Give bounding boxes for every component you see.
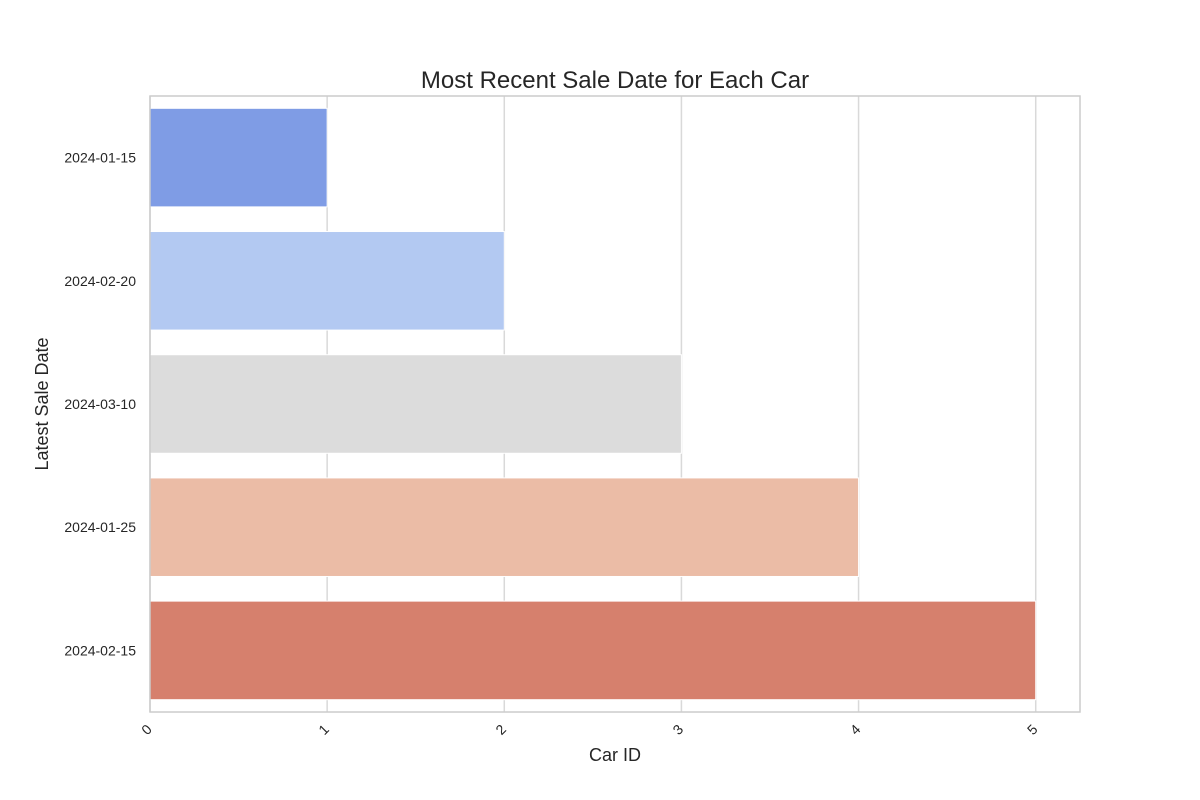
y-axis-label: Latest Sale Date bbox=[32, 337, 52, 470]
plot-frame bbox=[149, 95, 1081, 713]
y-tick-labels: 2024-01-15 2024-02-20 2024-03-10 2024-01-25… bbox=[64, 150, 136, 659]
y-tick-label: 2024-02-15 bbox=[64, 642, 136, 658]
chart-title: Most Recent Sale Date for Each Car bbox=[421, 67, 809, 94]
bar-2024-03-10 bbox=[149, 354, 682, 454]
y-tick-label: 2024-01-25 bbox=[64, 519, 136, 535]
bar-2024-02-20 bbox=[149, 231, 505, 331]
bar-2024-01-15 bbox=[149, 107, 328, 208]
y-tick-label: 2024-02-20 bbox=[64, 273, 136, 289]
y-tick-label: 2024-03-10 bbox=[64, 396, 136, 412]
bar-2024-02-15 bbox=[149, 600, 1037, 701]
y-tick-label: 2024-01-15 bbox=[64, 150, 136, 166]
bar-2024-01-25 bbox=[149, 477, 860, 577]
bars bbox=[149, 107, 1037, 701]
x-axis-label: Car ID bbox=[589, 745, 641, 765]
